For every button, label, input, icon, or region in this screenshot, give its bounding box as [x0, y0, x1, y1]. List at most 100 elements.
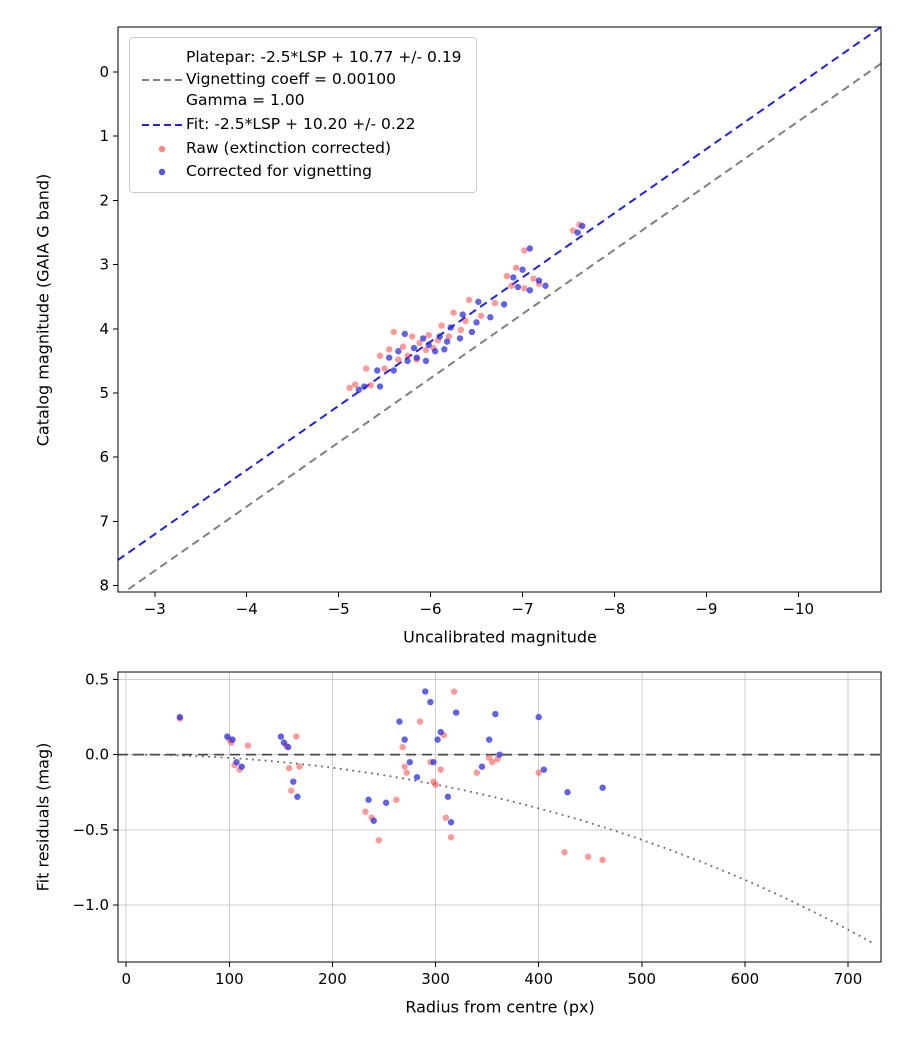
- data-point-corrected: [487, 314, 494, 321]
- data-point-corrected: [444, 793, 452, 800]
- data-point-raw: [599, 856, 606, 864]
- data-point-raw: [473, 769, 481, 776]
- data-point-corrected: [447, 324, 454, 331]
- data-point-raw: [285, 764, 293, 772]
- tick-label: 600: [731, 970, 760, 988]
- legend-label-line: Platepar: -2.5*LSP + 10.77 +/- 0.19: [186, 48, 462, 66]
- data-point-corrected: [376, 383, 384, 390]
- data-point-corrected: [401, 330, 409, 338]
- data-point-raw: [508, 282, 515, 289]
- data-point-raw: [521, 247, 528, 254]
- data-point-raw: [363, 365, 370, 372]
- legend: Platepar: -2.5*LSP + 10.77 +/- 0.19 Vigne…: [129, 37, 477, 194]
- data-point-raw: [403, 769, 410, 776]
- data-point-raw: [296, 763, 303, 770]
- data-point-corrected: [410, 344, 418, 352]
- data-point-corrected: [406, 758, 413, 766]
- legend-line-sample: [138, 73, 186, 87]
- legend-entry: Corrected for vignetting: [138, 161, 462, 183]
- legend-label-line: Vignetting coeff = 0.00100: [186, 69, 396, 88]
- legend-label: Platepar: -2.5*LSP + 10.77 +/- 0.19 Vigne…: [186, 47, 462, 112]
- data-point-raw: [393, 796, 400, 803]
- data-point-corrected: [427, 698, 434, 706]
- tick-label: 6: [99, 448, 109, 466]
- data-point-raw: [408, 333, 416, 340]
- data-point-raw: [561, 849, 568, 856]
- legend-marker-sample: [138, 142, 186, 156]
- tick-label: 2: [99, 191, 109, 209]
- dot-marker-icon: [158, 169, 166, 176]
- legend-label-line: Corrected for vignetting: [186, 162, 372, 181]
- data-point-corrected: [233, 758, 240, 766]
- data-point-corrected: [413, 354, 420, 361]
- tick-label: −0.5: [73, 821, 109, 839]
- data-point-raw: [376, 352, 384, 359]
- data-point-raw: [244, 742, 252, 749]
- data-point-corrected: [413, 773, 421, 781]
- tick-label: 4: [99, 320, 109, 338]
- data-point-corrected: [436, 333, 443, 340]
- data-point-raw: [512, 264, 520, 271]
- data-point-corrected: [420, 335, 427, 342]
- data-point-raw: [521, 285, 528, 292]
- data-point-raw: [351, 381, 359, 388]
- vignetting-model: [126, 753, 876, 946]
- data-point-corrected: [431, 348, 439, 355]
- data-point-corrected: [365, 796, 372, 803]
- data-point-corrected: [385, 354, 393, 361]
- legend-label: Raw (extinction corrected): [186, 138, 391, 160]
- data-point-raw: [416, 339, 423, 347]
- tick-label: 300: [421, 970, 450, 988]
- data-point-raw: [535, 769, 542, 776]
- data-point-corrected: [355, 386, 363, 393]
- data-point-corrected: [361, 383, 368, 390]
- data-point-raw: [422, 346, 430, 354]
- data-point-raw: [465, 296, 473, 304]
- data-point-corrected: [425, 341, 432, 349]
- legend-entry: Platepar: -2.5*LSP + 10.77 +/- 0.19 Vigne…: [138, 47, 462, 112]
- data-point-raw: [450, 309, 457, 316]
- data-point-corrected: [535, 277, 543, 284]
- data-point-corrected: [579, 222, 586, 230]
- data-point-raw: [584, 853, 592, 861]
- legend-label: Fit: -2.5*LSP + 10.20 +/- 0.22: [186, 114, 416, 136]
- tick-label: 700: [834, 970, 863, 988]
- data-point-corrected: [437, 728, 444, 736]
- data-point-corrected: [395, 348, 402, 355]
- tick-label: 400: [524, 970, 553, 988]
- data-point-raw: [477, 312, 485, 320]
- data-point-corrected: [396, 718, 403, 725]
- tick-label: −7: [511, 600, 533, 618]
- data-point-raw: [399, 343, 407, 350]
- data-point-corrected: [382, 799, 390, 806]
- data-point-corrected: [564, 789, 571, 796]
- data-point-raw: [530, 275, 537, 282]
- legend-entry: Raw (extinction corrected): [138, 138, 462, 160]
- data-point-corrected: [224, 733, 231, 740]
- top-xaxis-label: Uncalibrated magnitude: [403, 627, 597, 647]
- data-point-raw: [381, 365, 388, 372]
- data-point-raw: [399, 743, 406, 751]
- data-point-corrected: [519, 266, 526, 273]
- data-point-raw: [288, 787, 295, 794]
- data-point-corrected: [370, 817, 377, 824]
- tick-label: 3: [99, 256, 109, 274]
- data-point-raw: [367, 382, 375, 389]
- data-point-raw: [432, 781, 439, 788]
- data-point-raw: [293, 733, 300, 740]
- data-point-corrected: [401, 736, 408, 743]
- tick-label: 5: [99, 384, 109, 402]
- data-point-raw: [416, 718, 424, 725]
- bottom-xaxis-label: Radius from centre (px): [405, 997, 595, 1017]
- data-point-raw: [375, 837, 383, 844]
- tick-label: −4: [236, 600, 258, 618]
- axes-frame: [117, 26, 882, 593]
- data-point-corrected: [478, 763, 486, 770]
- legend-label: Corrected for vignetting: [186, 161, 372, 183]
- data-point-corrected: [574, 229, 581, 236]
- data-point-corrected: [510, 274, 517, 281]
- data-point-corrected: [229, 736, 236, 743]
- data-point-corrected: [452, 709, 460, 716]
- tick-label: −5: [328, 600, 350, 618]
- legend-label-line: Gamma = 1.00: [186, 91, 305, 110]
